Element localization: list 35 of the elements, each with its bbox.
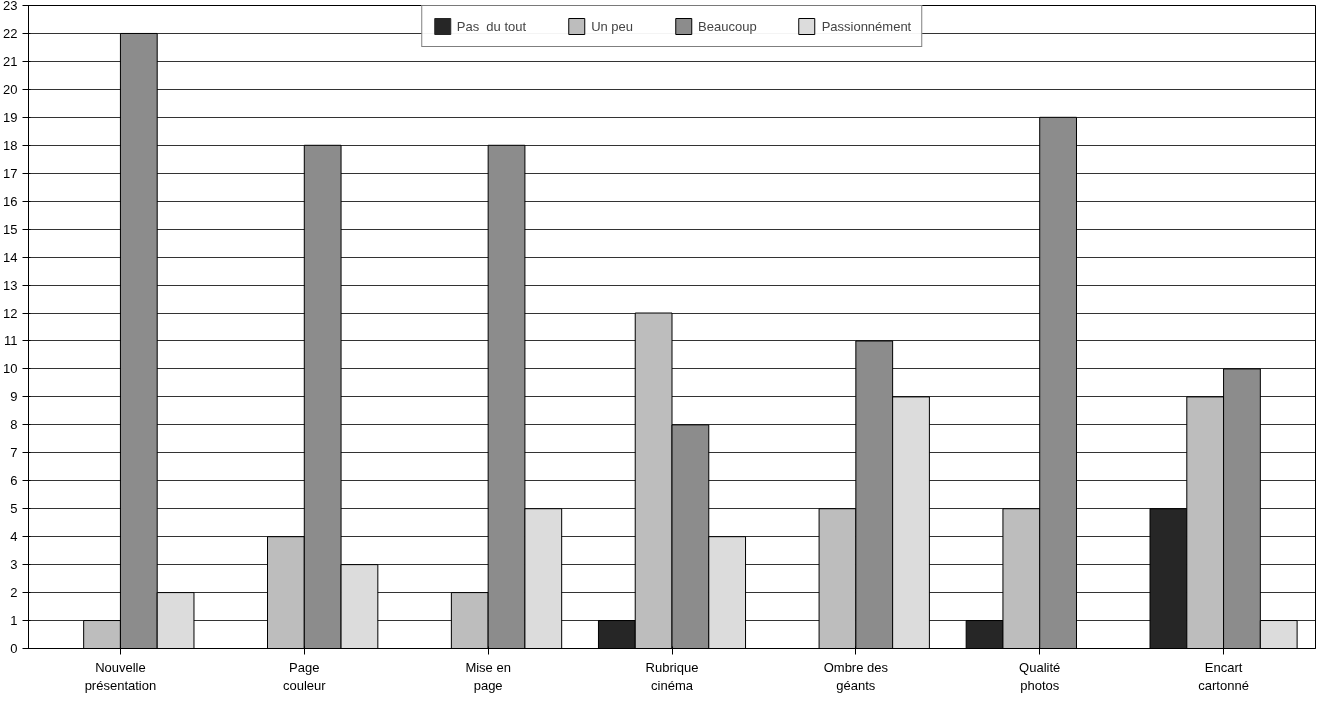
y-tick-label: 19 [3, 109, 18, 125]
y-tick-label: 22 [3, 25, 18, 41]
x-tick-label: Ombre des géants [823, 659, 889, 693]
y-tick-label: 10 [3, 361, 18, 377]
y-tick-label: 3 [10, 557, 18, 573]
y-tick-label: 18 [3, 137, 18, 153]
y-tick-label: 9 [10, 389, 18, 405]
legend-label: Passionnément [821, 18, 912, 34]
legend-label: Un peu [591, 18, 634, 34]
y-tick-label: 11 [4, 333, 18, 349]
x-tick-label: Encart cartonné [1198, 659, 1249, 693]
y-tick-label: 12 [3, 305, 18, 321]
x-tick-label: Rubrique cinéma [645, 659, 699, 693]
y-tick-label: 6 [10, 473, 18, 489]
legend-label: Pas du tout [456, 18, 527, 34]
legend-label: Beaucoup [698, 18, 757, 34]
y-tick-label: 0 [10, 641, 18, 656]
y-tick-label: 21 [3, 53, 18, 69]
y-tick-label: 20 [3, 81, 18, 97]
x-tick-label: Qualité photos [1019, 659, 1061, 693]
y-tick-label: 1 [10, 613, 18, 629]
x-tick-label: Mise en page [465, 659, 511, 693]
y-tick-label: 13 [3, 277, 18, 293]
x-tick-label: Page couleur [282, 659, 327, 693]
y-tick-label: 7 [10, 445, 18, 461]
y-tick-label: 4 [10, 529, 18, 545]
y-tick-label: 2 [10, 585, 18, 601]
y-tick-label: 16 [3, 193, 18, 209]
y-tick-label: 5 [10, 501, 18, 517]
y-tick-label: 15 [3, 221, 18, 237]
x-tick-label: Nouvelle présentation [84, 659, 157, 693]
y-tick-label: 8 [10, 417, 18, 433]
y-tick-label: 17 [3, 165, 18, 181]
y-tick-label: 14 [3, 249, 18, 265]
y-tick-label: 23 [3, 0, 18, 13]
